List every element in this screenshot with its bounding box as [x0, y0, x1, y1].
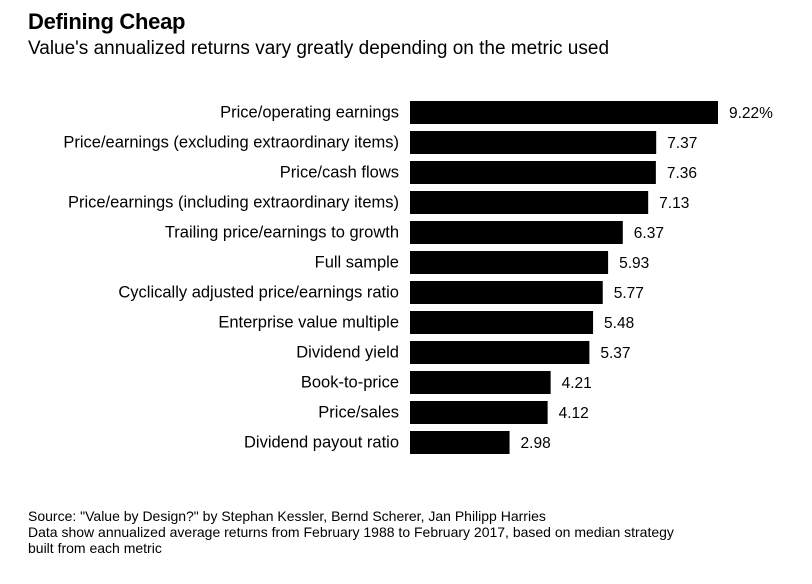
value-label-trailing-price-earnings-to-growth: 6.37	[634, 225, 664, 242]
data-note-line-2: built from each metric	[28, 540, 162, 556]
value-label-dividend-yield: 5.37	[600, 345, 630, 362]
bar-book-to-price	[410, 371, 551, 394]
chart-subtitle: Value's annualized returns vary greatly …	[28, 38, 610, 59]
category-label-price-earnings-including-extraordinary-items: Price/earnings (including extraordinary …	[68, 194, 399, 212]
data-note-line-1: Data show annualized average returns fro…	[28, 524, 674, 540]
bar-full-sample	[410, 251, 609, 274]
value-label-full-sample: 5.93	[619, 255, 649, 272]
source-note: Source: "Value by Design?" by Stephan Ke…	[28, 508, 546, 524]
category-label-trailing-price-earnings-to-growth: Trailing price/earnings to growth	[165, 224, 399, 242]
chart-title: Defining Cheap	[28, 9, 186, 34]
category-label-cyclically-adjusted-price-earnings-ratio: Cyclically adjusted price/earnings ratio	[118, 284, 399, 302]
bar-cyclically-adjusted-price-earnings-ratio	[410, 281, 603, 304]
value-label-price-sales: 4.12	[559, 405, 589, 422]
bar-enterprise-value-multiple	[410, 311, 594, 334]
bar-price-sales	[410, 401, 548, 424]
bar-price-operating-earnings	[410, 101, 718, 124]
value-label-book-to-price: 4.21	[562, 375, 592, 392]
value-label-cyclically-adjusted-price-earnings-ratio: 5.77	[614, 285, 644, 302]
bar-trailing-price-earnings-to-growth	[410, 221, 623, 244]
category-label-dividend-payout-ratio: Dividend payout ratio	[244, 434, 399, 452]
value-label-price-cash-flows: 7.36	[667, 165, 697, 182]
category-label-enterprise-value-multiple: Enterprise value multiple	[218, 314, 399, 332]
bar-price-earnings-excluding-extraordinary-items	[410, 131, 657, 154]
value-label-enterprise-value-multiple: 5.48	[604, 315, 634, 332]
value-label-price-earnings-including-extraordinary-items: 7.13	[659, 195, 689, 212]
bar-price-earnings-including-extraordinary-items	[410, 191, 649, 214]
bar-price-cash-flows	[410, 161, 656, 184]
value-label-price-earnings-excluding-extraordinary-items: 7.37	[667, 135, 697, 152]
value-label-price-operating-earnings: 9.22%	[729, 105, 773, 122]
category-label-price-operating-earnings: Price/operating earnings	[220, 104, 399, 122]
bar-dividend-yield	[410, 341, 590, 364]
category-label-full-sample: Full sample	[315, 254, 399, 272]
chart-footer: Source: "Value by Design?" by Stephan Ke…	[28, 508, 808, 556]
category-label-price-earnings-excluding-extraordinary-items: Price/earnings (excluding extraordinary …	[63, 134, 399, 152]
bar-dividend-payout-ratio	[410, 431, 510, 454]
category-label-price-cash-flows: Price/cash flows	[280, 164, 399, 182]
value-label-dividend-payout-ratio: 2.98	[521, 435, 551, 452]
category-label-price-sales: Price/sales	[318, 404, 399, 422]
category-label-book-to-price: Book-to-price	[301, 374, 399, 392]
category-label-dividend-yield: Dividend yield	[296, 344, 399, 362]
